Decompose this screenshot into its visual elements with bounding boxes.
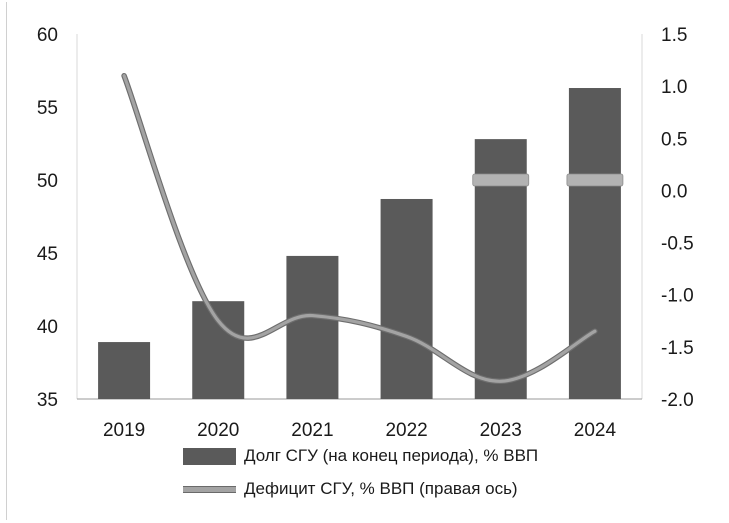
legend-item-deficit: Дефицит СГУ, % ВВП (правая ось) (183, 479, 518, 499)
line-series (121, 72, 598, 385)
y-left-tick: 60 (37, 25, 58, 46)
x-tick-2024: 2024 (574, 420, 617, 440)
y-right-tick: 0.5 (661, 129, 687, 150)
tick-labels: 35 40 45 50 55 60 -2.0 -1.5 -1.0 -0.5 0.0 0.5 1.0 1.5… (37, 25, 694, 440)
legend-item-debt: Долг СГУ (на конец периода), % ВВП (183, 446, 538, 466)
x-tick-2022: 2022 (385, 420, 427, 440)
bar-2019 (98, 342, 151, 399)
y-left-tick: 55 (37, 98, 58, 119)
y-right-tick: -1.0 (661, 286, 694, 307)
legend-swatch-bar (183, 447, 236, 465)
y-left-tick: 50 (37, 171, 58, 192)
line-deficit (122, 74, 597, 383)
y-right-tick: -1.5 (661, 338, 694, 359)
axes (76, 34, 643, 400)
marker-2024 (566, 173, 624, 187)
y-right-tick: -2.0 (661, 390, 694, 411)
y-right-tick: 1.0 (661, 77, 687, 98)
x-tick-2023: 2023 (480, 420, 522, 440)
legend-label-deficit: Дефицит СГУ, % ВВП (правая ось) (244, 479, 518, 498)
y-left-tick: 40 (37, 317, 58, 338)
y-right-tick: 0.0 (661, 181, 687, 202)
bar-2024 (568, 88, 621, 400)
y-left-tick: 45 (37, 244, 58, 265)
bar-2022 (380, 198, 433, 399)
x-tick-2021: 2021 (291, 420, 333, 440)
frame-edge (6, 2, 7, 520)
bar-2021 (286, 255, 339, 399)
legend-swatch-line (183, 485, 236, 493)
x-tick-2019: 2019 (103, 420, 145, 440)
y-left-tick: 35 (37, 390, 58, 411)
marker-series (472, 173, 624, 187)
legend-label-debt: Долг СГУ (на конец периода), % ВВП (244, 446, 539, 465)
x-tick-2020: 2020 (197, 420, 239, 440)
y-right-tick: 1.5 (661, 25, 687, 46)
chart-canvas: 35 40 45 50 55 60 -2.0 -1.5 -1.0 -0.5 0.0 0.5 1.0 1.5… (37, 25, 694, 440)
bar-series (98, 88, 621, 400)
bar-2020 (192, 301, 245, 399)
marker-2023 (472, 173, 530, 187)
y-right-tick: -0.5 (661, 234, 694, 255)
